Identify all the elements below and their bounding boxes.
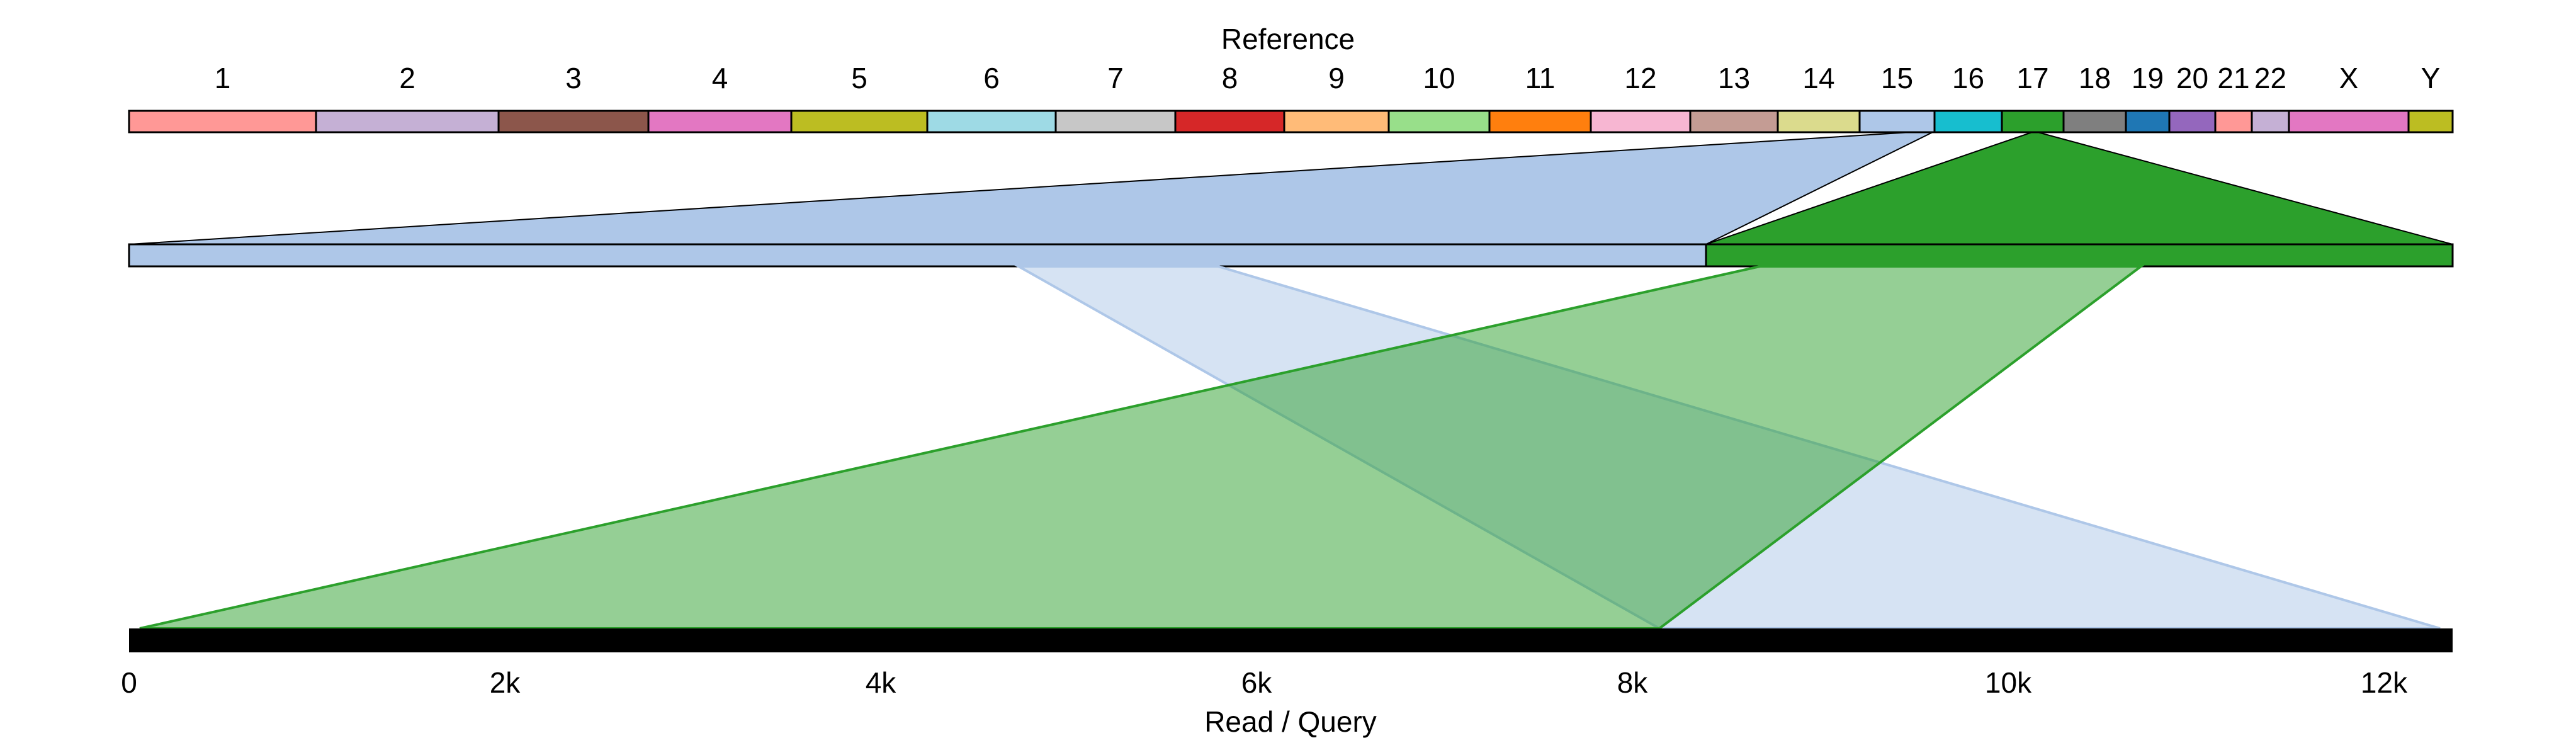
chromosome-labels: 1 2 3 4 5 6 7 8 9 10 11 12 13 14 15 16 17 18 19 20 21 22 X Y bbox=[215, 62, 2441, 94]
query-axis-ticks: 0 2k 4k 6k 8k 10k 12k bbox=[121, 666, 2408, 699]
chr15-expanded-segment bbox=[128, 243, 1707, 268]
query-tick-label: 12k bbox=[2361, 666, 2408, 699]
chromosome-label-2: 2 bbox=[399, 62, 415, 94]
query-tick-label: 0 bbox=[121, 666, 137, 699]
chromosome-segment-11 bbox=[1488, 110, 1592, 133]
chromosome-label-Y: Y bbox=[2421, 62, 2441, 94]
chromosome-label-9: 9 bbox=[1328, 62, 1345, 94]
chromosome-segment-21 bbox=[2214, 110, 2253, 133]
chromosome-segment-6 bbox=[926, 110, 1057, 133]
chromosome-segment-20 bbox=[2168, 110, 2217, 133]
chromosome-label-1: 1 bbox=[215, 62, 231, 94]
chr17-expanded-segment bbox=[1705, 243, 2454, 268]
chromosome-label-12: 12 bbox=[1624, 62, 1656, 94]
chromosome-label-8: 8 bbox=[1222, 62, 1238, 94]
chromosome-label-4: 4 bbox=[712, 62, 728, 94]
chromosome-label-17: 17 bbox=[2016, 62, 2048, 94]
query-tick-label: 4k bbox=[866, 666, 897, 699]
query-tick-label: 8k bbox=[1617, 666, 1649, 699]
chromosome-label-3: 3 bbox=[565, 62, 582, 94]
chromosome-segment-17 bbox=[2001, 110, 2065, 133]
chromosome-label-7: 7 bbox=[1107, 62, 1124, 94]
chromosome-label-21: 21 bbox=[2217, 62, 2249, 94]
chromosome-label-16: 16 bbox=[1952, 62, 1984, 94]
chromosome-label-11: 11 bbox=[1525, 62, 1556, 94]
chromosome-label-13: 13 bbox=[1718, 62, 1750, 94]
query-tick-label: 6k bbox=[1241, 666, 1273, 699]
chromosome-segment-14 bbox=[1777, 110, 1861, 133]
chromosome-segment-10 bbox=[1387, 110, 1491, 133]
chromosome-segment-8 bbox=[1174, 110, 1285, 133]
chromosome-segment-22 bbox=[2251, 110, 2290, 133]
chromosome-segment-19 bbox=[2125, 110, 2171, 133]
read-bar bbox=[129, 628, 2453, 652]
chromosome-segment-18 bbox=[2062, 110, 2127, 133]
chromosome-label-15: 15 bbox=[1881, 62, 1913, 94]
chromosome-segment-9 bbox=[1283, 110, 1390, 133]
chromosome-segment-2 bbox=[315, 110, 500, 133]
chromosome-label-19: 19 bbox=[2132, 62, 2164, 94]
query-axis-label: Read / Query bbox=[1204, 705, 1377, 738]
chromosome-label-18: 18 bbox=[2079, 62, 2111, 94]
chromosome-label-10: 10 bbox=[1423, 62, 1455, 94]
chromosome-segment-Y bbox=[2407, 110, 2454, 133]
chromosome-segment-4 bbox=[647, 110, 793, 133]
chromosome-segment-15 bbox=[1858, 110, 1936, 133]
chromosome-segment-3 bbox=[497, 110, 650, 133]
chromosome-label-14: 14 bbox=[1802, 62, 1834, 94]
chromosome-label-6: 6 bbox=[983, 62, 1000, 94]
query-tick-label: 2k bbox=[490, 666, 521, 699]
chromosome-label-22: 22 bbox=[2254, 62, 2286, 94]
chromosome-segment-16 bbox=[1933, 110, 2003, 133]
chromosome-segment-7 bbox=[1054, 110, 1177, 133]
chr15-projection bbox=[128, 132, 1933, 245]
chromosome-label-20: 20 bbox=[2176, 62, 2208, 94]
chromosome-segment-12 bbox=[1590, 110, 1692, 133]
chromosome-label-5: 5 bbox=[851, 62, 867, 94]
chromosome-segment-X bbox=[2288, 110, 2410, 133]
chromosome-segment-1 bbox=[128, 110, 317, 133]
chromosome-segment-13 bbox=[1689, 110, 1779, 133]
chromosome-segment-5 bbox=[790, 110, 929, 133]
query-tick-label: 10k bbox=[1985, 666, 2032, 699]
reference-title: Reference bbox=[1221, 23, 1355, 55]
reference-chromosome-bar bbox=[128, 110, 2454, 133]
chromosome-label-X: X bbox=[2339, 62, 2359, 94]
